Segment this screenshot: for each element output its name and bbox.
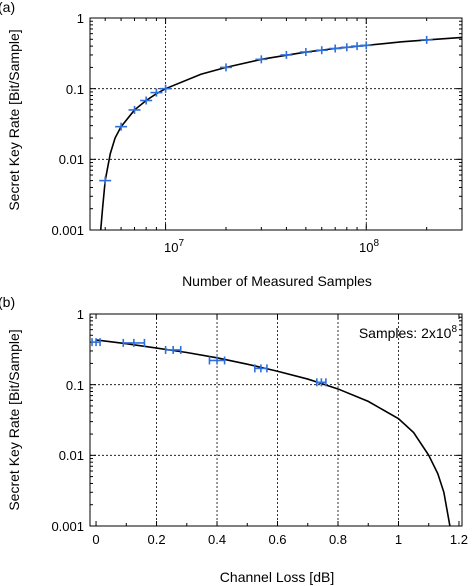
a-measured-point-9 — [299, 48, 312, 57]
panel-a-y-tick-labels: 0.001 0.01 0.1 1 — [51, 11, 84, 238]
panel-a-theory-curve — [99, 36, 463, 231]
panel-b-ticks — [90, 314, 462, 527]
b-x-tick-label-1.2: 1.2 — [450, 532, 468, 547]
a-measured-point-3 — [140, 96, 153, 105]
panel-a: (a) Secret Key Rate [Bit/Sample] Number … — [0, 0, 463, 289]
panel-a-y-tick-0.01: 0.01 — [59, 152, 84, 167]
a-measured-point-15 — [420, 35, 433, 44]
panel-a-x-tick-labels: 107 108 — [164, 238, 379, 255]
b-measured-point-2 — [164, 345, 182, 354]
b-x-tick-label-0: 0 — [92, 532, 99, 547]
a-measured-point-10 — [315, 46, 328, 55]
a-measured-point-11 — [329, 44, 342, 53]
a-measured-point-1 — [115, 122, 128, 131]
panel-b-grid — [90, 314, 462, 526]
panel-b-y-axis-label: Secret Key Rate [Bit/Sample] — [6, 329, 22, 510]
a-measured-point-8 — [280, 50, 293, 59]
panel-a-y-tick-0.001: 0.001 — [51, 223, 84, 238]
b-measured-point-0 — [91, 338, 101, 347]
panel-a-y-axis-label: Secret Key Rate [Bit/Sample] — [6, 29, 22, 210]
panel-b-y-tick-1: 1 — [77, 307, 84, 322]
panel-b-y-tick-0.01: 0.01 — [59, 448, 84, 463]
b-x-tick-label-0.8: 0.8 — [329, 532, 347, 547]
panel-b-samples-annotation: Samples: 2x108 — [359, 324, 458, 341]
a-measured-point-5 — [159, 84, 172, 93]
panel-b-measured-points — [91, 338, 327, 387]
panel-b-y-tick-labels: 0.001 0.01 0.1 1 — [51, 307, 84, 534]
panel-b-x-axis-label: Channel Loss [dB] — [220, 569, 334, 585]
panel-b-plot-frame — [89, 313, 463, 527]
panel-a-ticks — [90, 18, 463, 231]
b-measured-point-5 — [316, 378, 327, 387]
panel-a-x-tick-1e7: 107 — [164, 238, 184, 255]
b-x-tick-label-1: 1 — [395, 532, 402, 547]
a-measured-point-4 — [150, 88, 163, 97]
a-measured-point-6 — [220, 63, 233, 72]
panel-a-grid — [90, 18, 462, 230]
a-measured-point-0 — [99, 176, 112, 185]
panel-a-y-tick-1: 1 — [77, 11, 84, 26]
panel-b-x-tick-labels: 0 0.2 0.4 0.6 0.8 1 1.2 — [92, 532, 468, 547]
panel-a-x-axis-label: Number of Measured Samples — [182, 273, 372, 289]
b-x-tick-label-0.6: 0.6 — [268, 532, 286, 547]
panel-b-label: (b) — [0, 294, 15, 310]
a-measured-point-14 — [360, 41, 373, 50]
b-measured-point-3 — [208, 356, 226, 365]
b-x-tick-label-0.4: 0.4 — [208, 532, 226, 547]
panel-b: (b) Secret Key Rate [Bit/Sample] Channel… — [0, 294, 468, 585]
panel-a-y-tick-0.1: 0.1 — [66, 82, 84, 97]
panel-a-x-tick-1e8: 108 — [359, 238, 379, 255]
panel-a-plot-frame — [89, 17, 463, 231]
b-measured-point-1 — [122, 338, 146, 347]
b-x-tick-label-0.2: 0.2 — [147, 532, 165, 547]
panel-a-measured-points — [99, 35, 433, 185]
a-measured-point-2 — [128, 105, 141, 114]
panel-b-theory-curve — [95, 339, 451, 527]
a-measured-point-7 — [255, 55, 268, 64]
panel-b-y-tick-0.1: 0.1 — [66, 378, 84, 393]
b-measured-point-4 — [254, 364, 268, 373]
a-measured-point-12 — [340, 43, 353, 52]
panel-a-label: (a) — [0, 0, 15, 15]
panel-b-y-tick-0.001: 0.001 — [51, 519, 84, 534]
